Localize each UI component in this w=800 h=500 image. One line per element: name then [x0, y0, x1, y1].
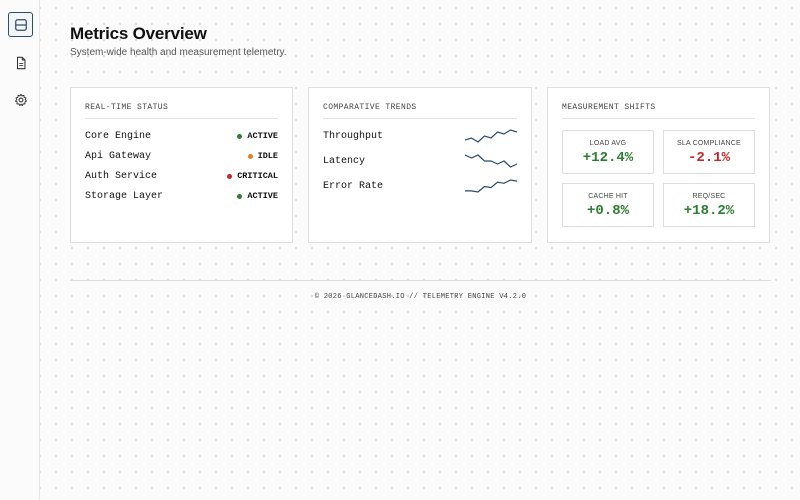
status-row: Auth Service CRITICAL [85, 169, 278, 183]
sidebar-item-settings[interactable] [8, 87, 33, 112]
metric-label: REQ/SEC [692, 193, 726, 200]
status-badge: IDLE [247, 151, 278, 161]
status-label: CRITICAL [237, 171, 278, 181]
trend-row: Error Rate [323, 176, 517, 196]
trend-row: Latency [323, 151, 517, 171]
trends-card-title: COMPARATIVE TRENDS [323, 103, 517, 119]
trend-name: Latency [323, 155, 366, 167]
metric-tile: REQ/SEC +18.2% [663, 183, 755, 227]
sidebar-item-dashboard[interactable] [8, 12, 33, 37]
sidebar [0, 0, 40, 500]
trends-card: COMPARATIVE TRENDS Throughput Latency Er… [308, 87, 532, 243]
status-badge: CRITICAL [227, 171, 278, 181]
metric-value: +12.4% [582, 150, 634, 166]
status-dot [227, 173, 233, 179]
footer: © 2026 GLANCEDASH.IO // TELEMETRY ENGINE… [314, 293, 527, 301]
status-card: REAL-TIME STATUS Core Engine ACTIVE Api … [70, 87, 293, 243]
panel-icon [14, 18, 27, 31]
metric-value: +18.2% [683, 203, 735, 219]
status-dot [237, 133, 243, 139]
page-title: Metrics Overview [70, 24, 207, 43]
service-name: Core Engine [85, 130, 152, 142]
service-name: Auth Service [85, 170, 158, 182]
main-content: Metrics Overview System-wide health and … [40, 0, 800, 500]
status-row: Storage Layer ACTIVE [85, 189, 278, 203]
metric-value: +0.8% [586, 203, 629, 219]
sidebar-item-documents[interactable] [8, 50, 33, 75]
page-subtitle: System-wide health and measurement telem… [70, 47, 287, 58]
status-label: IDLE [257, 151, 278, 161]
sparkline [465, 154, 517, 168]
trend-row: Throughput [323, 126, 517, 146]
status-label: ACTIVE [247, 131, 278, 141]
gear-icon [14, 93, 27, 106]
metric-tile: LOAD AVG +12.4% [562, 130, 654, 174]
status-dot [247, 153, 253, 159]
metric-tile: SLA COMPLIANCE -2.1% [663, 130, 755, 174]
sparkline [465, 129, 517, 143]
trend-name: Throughput [323, 130, 384, 142]
status-label: ACTIVE [247, 191, 278, 201]
document-icon [16, 56, 25, 69]
status-row: Api Gateway IDLE [85, 149, 278, 163]
trend-name: Error Rate [323, 180, 384, 192]
status-card-title: REAL-TIME STATUS [85, 103, 278, 119]
metric-label: CACHE HIT [588, 193, 628, 200]
service-name: Storage Layer [85, 190, 164, 202]
metric-tile: CACHE HIT +0.8% [562, 183, 654, 227]
metric-label: LOAD AVG [589, 140, 627, 147]
service-name: Api Gateway [85, 150, 152, 162]
metric-value: -2.1% [687, 150, 730, 166]
shifts-card: MEASUREMENT SHIFTS LOAD AVG +12.4% SLA C… [547, 87, 770, 243]
status-badge: ACTIVE [237, 191, 278, 201]
status-badge: ACTIVE [237, 131, 278, 141]
footer-divider [70, 280, 771, 281]
status-row: Core Engine ACTIVE [85, 129, 278, 143]
shifts-card-title: MEASUREMENT SHIFTS [562, 103, 755, 119]
sparkline [465, 179, 517, 193]
status-dot [237, 193, 243, 199]
metric-label: SLA COMPLIANCE [677, 140, 741, 147]
